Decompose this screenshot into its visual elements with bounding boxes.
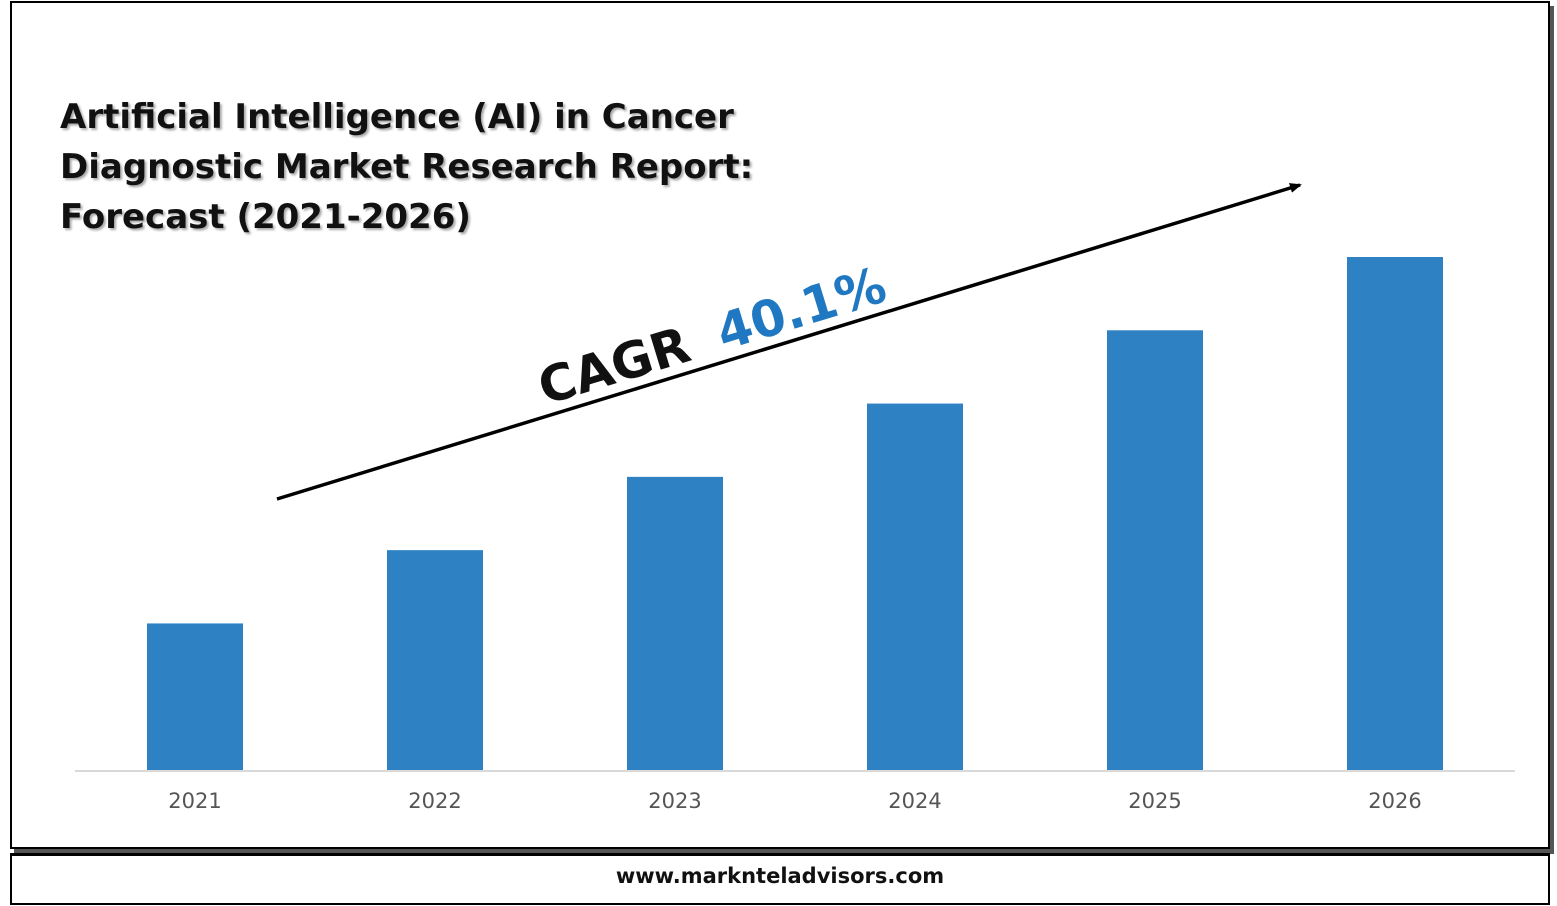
bar-2021 xyxy=(147,623,243,770)
cagr-annotation: CAGR 40.1% xyxy=(532,256,893,417)
website-link[interactable]: www.marknteladvisors.com xyxy=(615,864,945,888)
cagr-value: 40.1% xyxy=(710,256,893,362)
chart-title: Artificial Intelligence (AI) in Cancer D… xyxy=(60,97,754,237)
x-tick-labels: 2021 2022 2023 2024 2025 2026 xyxy=(168,789,1421,813)
bar-2026 xyxy=(1347,257,1443,770)
bar-chart: 2021 2022 2023 2024 2025 2026 CAGR 40.1% xyxy=(75,183,1515,813)
x-tick-label: 2023 xyxy=(648,789,701,813)
footer: www.marknteladvisors.com xyxy=(10,853,1550,905)
bar-2023 xyxy=(627,476,723,770)
chart-frame xyxy=(10,1,1550,849)
bars-layer xyxy=(147,257,1443,770)
x-tick-label: 2021 xyxy=(168,789,221,813)
bar-2024 xyxy=(867,403,963,770)
trend-arrow xyxy=(276,183,1302,501)
x-tick-label: 2026 xyxy=(1368,789,1421,813)
bar-2025 xyxy=(1107,330,1203,770)
bar-2022 xyxy=(387,550,483,770)
x-tick-label: 2024 xyxy=(888,789,941,813)
x-tick-label: 2022 xyxy=(408,789,461,813)
x-tick-label: 2025 xyxy=(1128,789,1181,813)
cagr-label: CAGR xyxy=(532,316,697,417)
